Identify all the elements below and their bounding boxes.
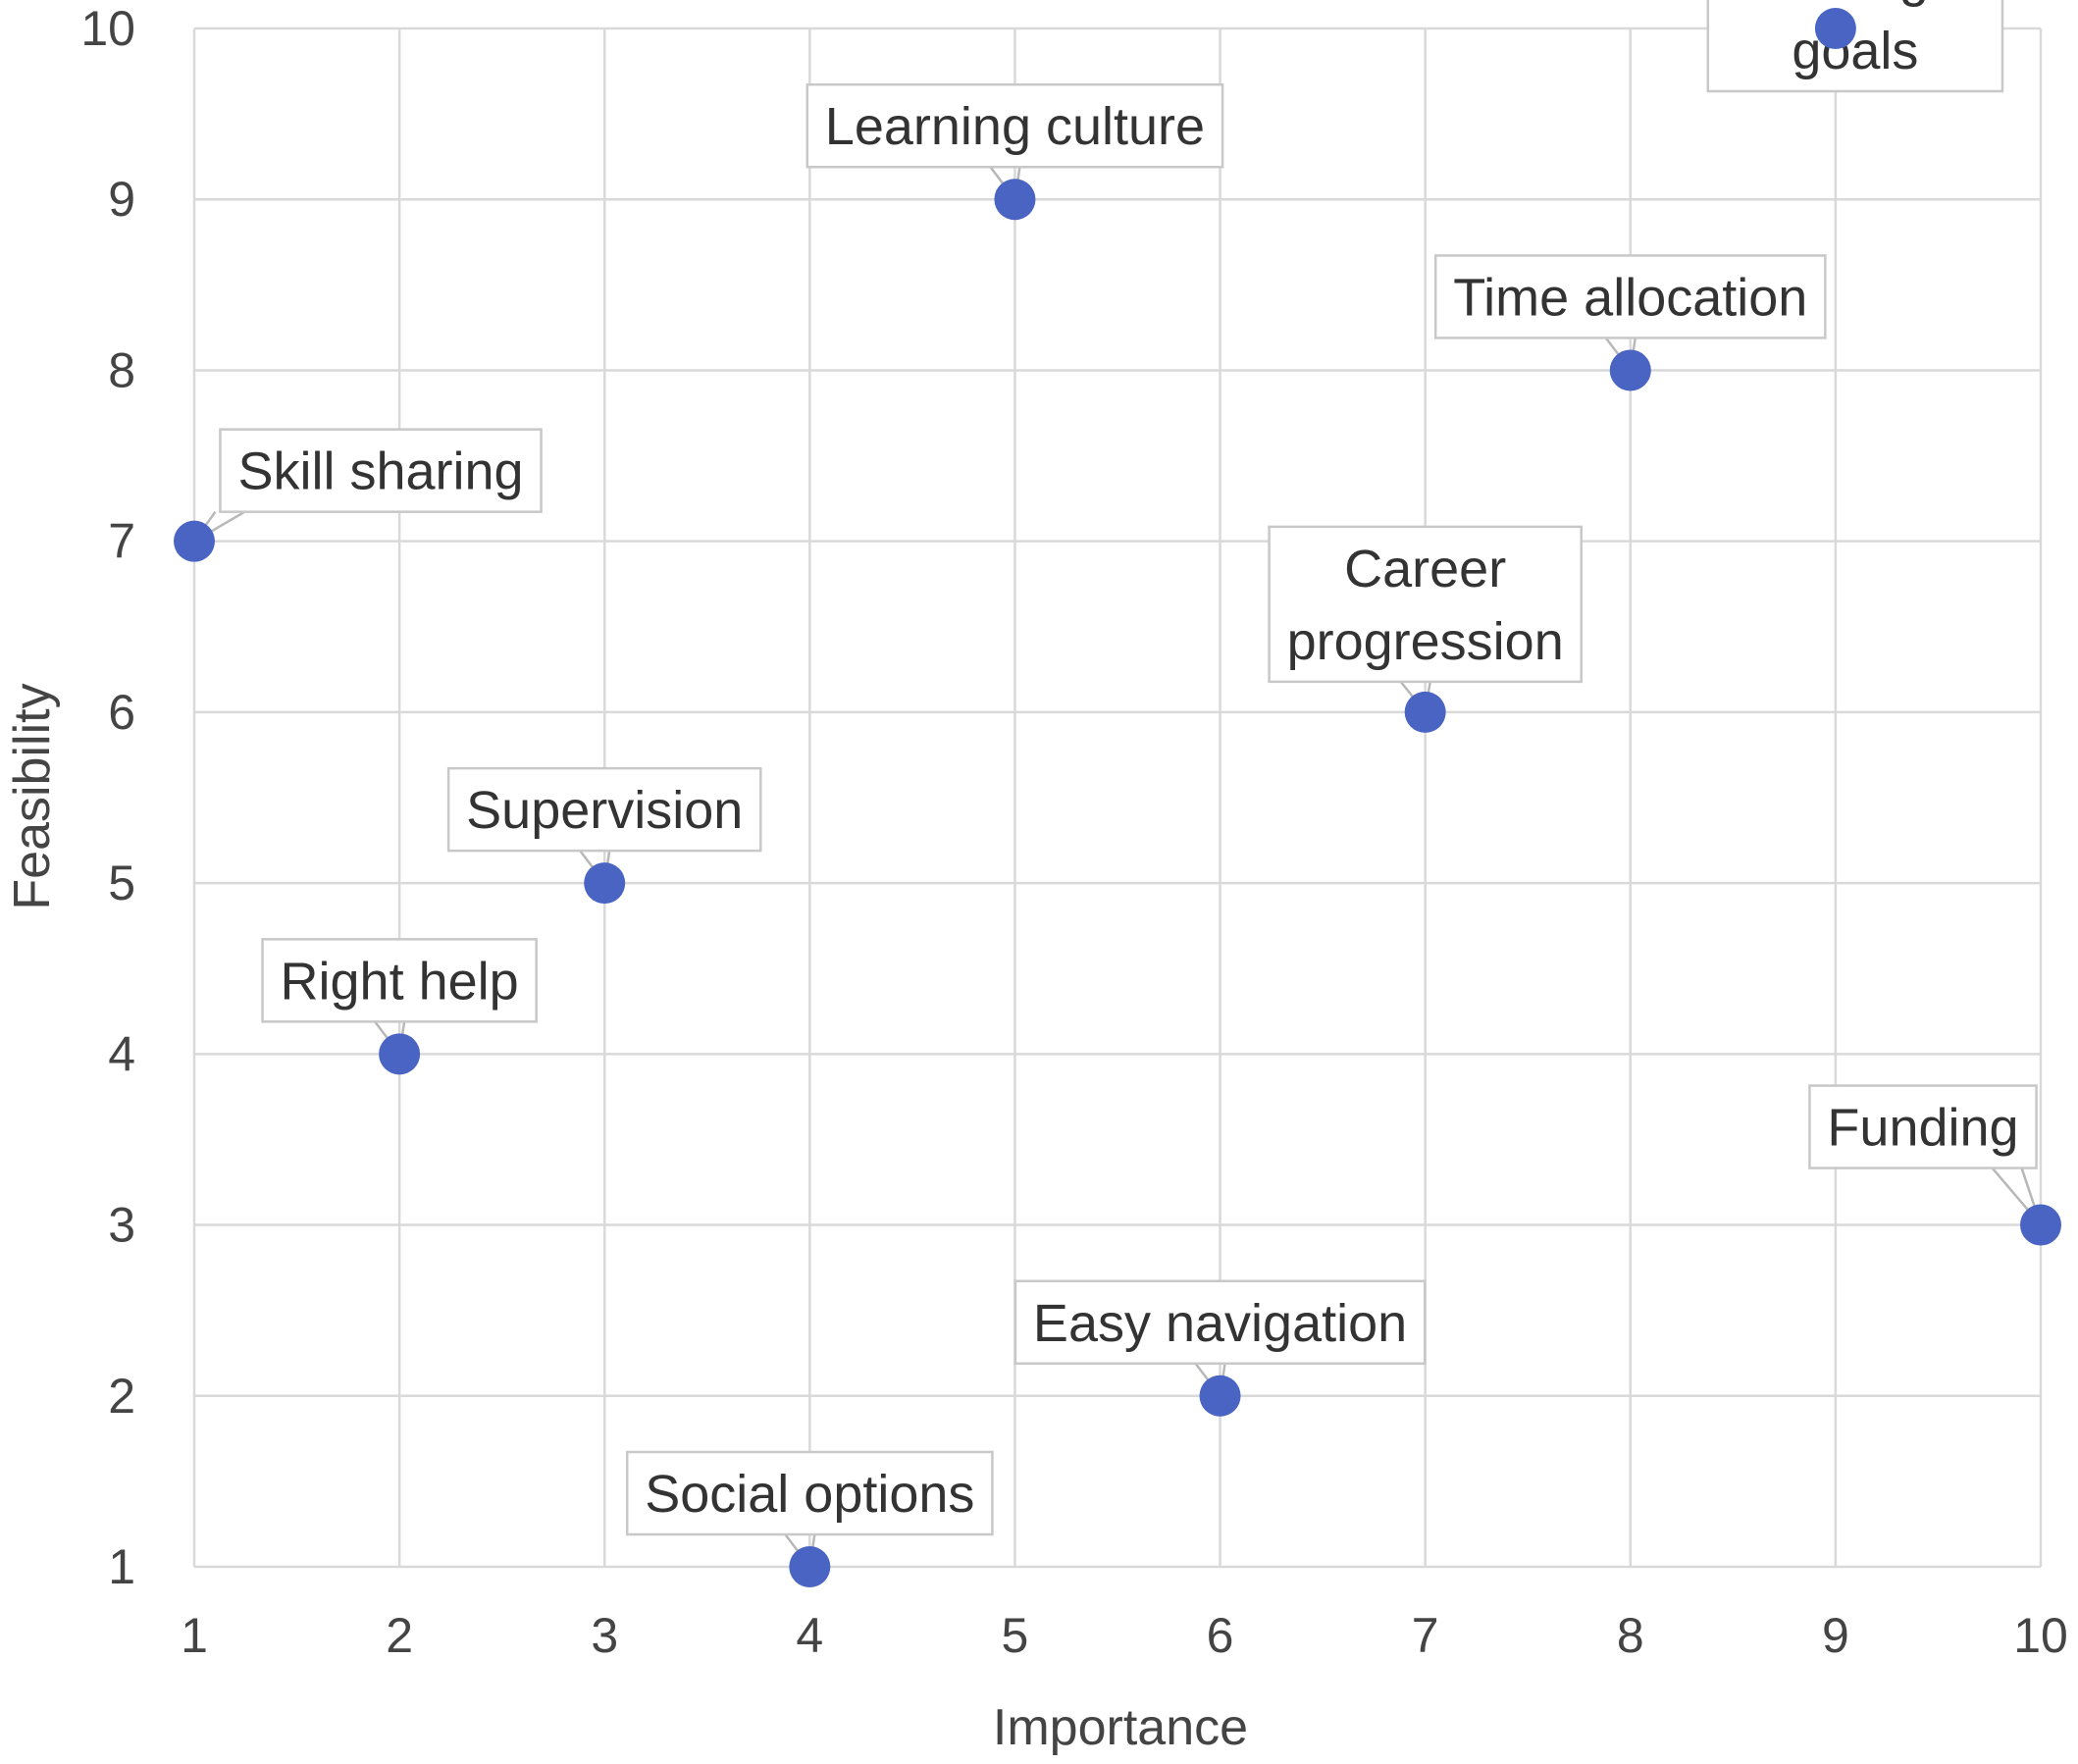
data-points bbox=[174, 8, 2061, 1587]
point-label-box bbox=[1268, 525, 1583, 684]
point-label-box bbox=[1013, 1279, 1427, 1366]
point-label-box bbox=[625, 1450, 994, 1536]
point-label: Easy navigation bbox=[1013, 1279, 1427, 1366]
x-tick-label: 3 bbox=[591, 1608, 618, 1663]
data-point bbox=[1609, 349, 1651, 391]
y-tick-label: 1 bbox=[108, 1539, 135, 1594]
y-tick-label: 6 bbox=[108, 685, 135, 740]
data-point bbox=[1404, 691, 1446, 733]
point-label-text: Time allocation bbox=[1453, 268, 1807, 327]
point-label-box bbox=[1706, 0, 2004, 93]
point-label-box bbox=[446, 766, 762, 853]
data-point bbox=[789, 1546, 831, 1587]
point-label: Social options bbox=[625, 1450, 994, 1536]
x-tick-label: 7 bbox=[1412, 1608, 1439, 1663]
data-point bbox=[2020, 1204, 2061, 1246]
y-tick-label: 3 bbox=[108, 1198, 135, 1253]
y-tick-label: 5 bbox=[108, 856, 135, 910]
point-label-text: Right help bbox=[281, 952, 519, 1011]
x-tick-label: 8 bbox=[1617, 1608, 1644, 1663]
data-point bbox=[1199, 1375, 1241, 1417]
point-label-box bbox=[219, 428, 543, 513]
y-tick-label: 7 bbox=[108, 514, 135, 569]
point-label: Meaningfulgoals bbox=[1706, 0, 2004, 93]
grid bbox=[192, 26, 2043, 1569]
y-axis-title: Feasibility bbox=[4, 683, 61, 909]
x-tick-label: 1 bbox=[181, 1608, 208, 1663]
x-tick-label: 5 bbox=[1002, 1608, 1029, 1663]
point-label-text: Funding bbox=[1827, 1099, 2018, 1158]
data-point bbox=[584, 862, 626, 905]
point-label-text: Supervision bbox=[466, 781, 743, 840]
point-label-text: progression bbox=[1287, 612, 1564, 671]
point-label: Career progression bbox=[1268, 525, 1583, 684]
point-label: Right help bbox=[261, 938, 538, 1023]
point-label-text: Skill sharing bbox=[237, 442, 523, 501]
point-labels: Meaningfulgoals Learning culture Time allo… bbox=[219, 0, 2038, 1536]
y-tick-label: 2 bbox=[108, 1369, 135, 1424]
point-label-box bbox=[1808, 1084, 2038, 1169]
point-label-text: Learning culture bbox=[825, 97, 1205, 156]
y-axis-ticks: 1 2 3 4 5 6 7 8 9 10 bbox=[80, 1, 135, 1594]
data-point bbox=[1814, 8, 1856, 49]
x-axis-title: Importance bbox=[993, 1699, 1248, 1756]
point-label: Learning culture bbox=[805, 82, 1224, 169]
y-tick-label: 4 bbox=[108, 1026, 135, 1081]
point-label-box bbox=[261, 938, 538, 1023]
point-label: Skill sharing bbox=[219, 428, 543, 513]
x-tick-label: 10 bbox=[2013, 1608, 2068, 1663]
point-label-box bbox=[1433, 254, 1827, 339]
point-label: Funding bbox=[1808, 1084, 2038, 1169]
x-axis-ticks: 1 2 3 4 5 6 7 8 9 10 bbox=[181, 1608, 2068, 1663]
point-label-text: Career bbox=[1344, 540, 1506, 598]
point-label-text: Easy navigation bbox=[1033, 1294, 1407, 1353]
point-label: Time allocation bbox=[1433, 254, 1827, 339]
x-tick-label: 2 bbox=[386, 1608, 413, 1663]
x-tick-label: 9 bbox=[1822, 1608, 1849, 1663]
point-label-text: Meaningful bbox=[1726, 0, 1985, 8]
point-label: Supervision bbox=[446, 766, 762, 853]
data-point bbox=[174, 520, 215, 562]
x-tick-label: 6 bbox=[1207, 1608, 1234, 1663]
y-tick-label: 8 bbox=[108, 342, 135, 397]
point-label-text: Social options bbox=[645, 1465, 974, 1524]
y-tick-label: 10 bbox=[80, 1, 135, 56]
x-tick-label: 4 bbox=[796, 1608, 823, 1663]
y-tick-label: 9 bbox=[108, 172, 135, 227]
data-point bbox=[379, 1033, 421, 1075]
point-label-box bbox=[805, 82, 1224, 169]
data-point bbox=[994, 179, 1036, 221]
